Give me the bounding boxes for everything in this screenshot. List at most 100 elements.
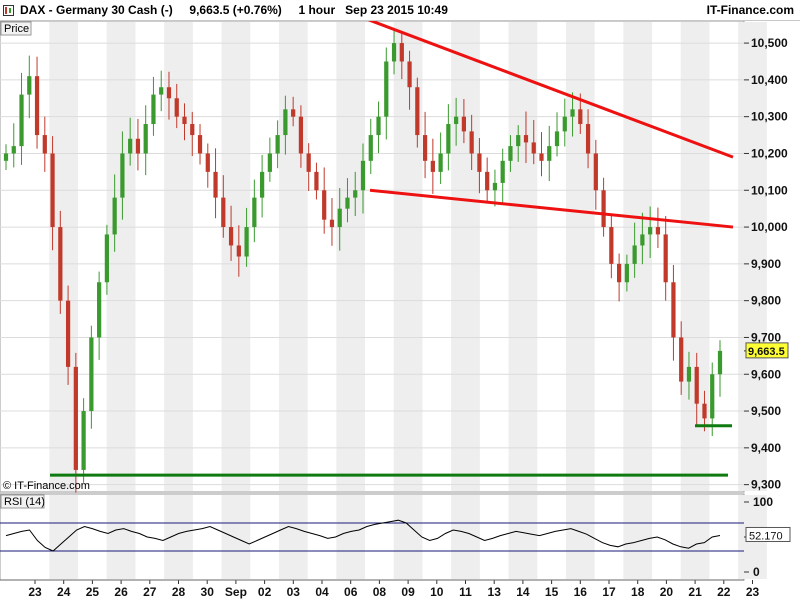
day-shade: [106, 22, 136, 491]
x-tick-label: 09: [401, 585, 415, 599]
candle-body: [601, 190, 606, 228]
candle-body: [554, 131, 560, 147]
price-y-tick-label: 10,000: [751, 220, 788, 234]
candle-body: [593, 153, 598, 191]
day-shade: [451, 22, 480, 491]
candle-body: [267, 153, 272, 172]
candle-body: [228, 227, 234, 246]
x-tick-label: 14: [516, 585, 530, 599]
x-tick-label: 10: [430, 585, 444, 599]
day-shade: [565, 22, 595, 491]
candle-body: [399, 43, 404, 62]
price-y-tick-label: 9,300: [751, 478, 781, 492]
candle-body: [3, 153, 9, 161]
candle-body: [446, 124, 451, 154]
candle-body: [648, 227, 653, 235]
candle-body: [213, 171, 218, 198]
x-tick-label: 16: [574, 585, 588, 599]
rsi-last-value-box: [745, 526, 791, 542]
x-tick-label: 27: [143, 585, 157, 599]
x-tick-label: 06: [344, 585, 358, 599]
candle-body: [190, 124, 195, 136]
candle-body: [562, 116, 567, 132]
rsi-day-shade: [106, 495, 136, 579]
instrument-name: DAX - Germany 30 Cash (-): [20, 3, 173, 17]
x-tick-label: 21: [688, 585, 702, 599]
day-shade: [738, 22, 767, 491]
rsi-bands: [0, 522, 744, 552]
price-y-tick-label: 9,900: [751, 257, 781, 271]
rsi-day-shade: [278, 495, 308, 579]
candle-body: [159, 87, 164, 95]
candle-body: [570, 109, 575, 117]
candle-body: [376, 116, 381, 136]
candle-body: [461, 116, 467, 132]
candle-body: [58, 227, 63, 301]
candle-body: [368, 135, 373, 161]
price-panel-label: Price: [4, 23, 29, 35]
x-tick-label: 02: [258, 585, 272, 599]
candle-body: [710, 374, 715, 419]
candle-body: [221, 197, 226, 228]
candle-body: [345, 197, 350, 209]
candle-body: [97, 282, 102, 338]
brand-name[interactable]: IT-Finance.com: [706, 3, 794, 17]
rsi-day-shade: [508, 495, 538, 579]
chart-icon[interactable]: [3, 5, 14, 16]
x-tick-label: 25: [86, 585, 100, 599]
rsi-day-shade: [393, 495, 423, 579]
price-y-tick-label: 10,100: [751, 183, 788, 197]
candle-body: [337, 208, 342, 228]
timestamp: Sep 23 2015 10:49: [345, 3, 448, 17]
candle-body: [360, 160, 366, 191]
chart-canvas[interactable]: Price © IT-Finance.com 9,3009,4009,5009,…: [0, 21, 800, 600]
price-y-axis: 9,300 9,400 9,500 9,600 9,700 9,800 9,900 10,00…: [744, 36, 788, 492]
rsi-day-shade: [451, 495, 480, 579]
candle-body: [485, 171, 490, 191]
candle-body: [275, 135, 280, 154]
price-panel: Price © IT-Finance.com 9,3009,4009,5009,…: [0, 21, 789, 493]
x-tick-label: 30: [201, 585, 215, 599]
candle-body: [27, 76, 32, 95]
candle-body: [244, 227, 249, 257]
candle-body: [104, 234, 110, 283]
candle-body: [391, 43, 397, 62]
candle-body: [702, 403, 707, 419]
rsi-y-tick-label: 100: [753, 495, 773, 509]
candle-body: [500, 160, 505, 183]
candle-body: [50, 153, 55, 228]
price-y-tick-label: 10,200: [751, 146, 788, 160]
x-tick-label: 23: [28, 585, 42, 599]
last-price-value: 9,663.5: [748, 346, 785, 358]
rsi-panel-label-box: [0, 494, 45, 509]
last-price-box: [745, 342, 789, 359]
candles: [3, 30, 723, 493]
price-y-tick-label: 9,700: [751, 330, 781, 344]
candle-body: [578, 109, 583, 125]
rsi-panel-label: RSI (14): [4, 496, 45, 508]
candle-body: [609, 227, 614, 264]
candle-body: [430, 160, 435, 172]
x-tick-label: 15: [545, 585, 559, 599]
candle-body: [640, 234, 645, 246]
candle-body: [128, 138, 133, 154]
candle-body: [135, 138, 141, 154]
candle-body: [236, 245, 241, 257]
candle-body: [89, 337, 94, 412]
x-tick-label: 17: [602, 585, 616, 599]
candle-body: [120, 153, 125, 198]
candle-body: [679, 337, 684, 382]
candle-body: [539, 153, 544, 161]
candle-body: [353, 190, 358, 198]
candle-body: [166, 87, 172, 99]
candle-body: [632, 245, 637, 264]
rsi-day-shade: [565, 495, 595, 579]
candle-body: [671, 282, 676, 338]
x-tick-label: 03: [287, 585, 301, 599]
watermark: © IT-Finance.com: [3, 480, 90, 492]
x-tick-label: 18: [631, 585, 645, 599]
candle-body: [314, 171, 319, 191]
x-tick-label: 04: [315, 585, 329, 599]
x-tick-label: 23: [746, 585, 760, 599]
